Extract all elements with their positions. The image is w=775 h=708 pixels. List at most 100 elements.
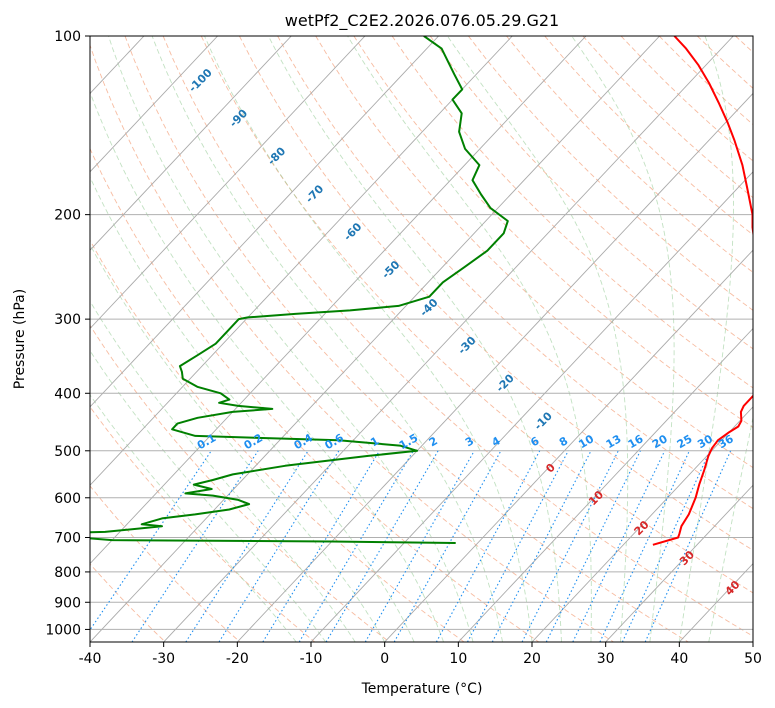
mixing-ratio-label: 0.1: [195, 431, 218, 452]
isotherm: [90, 36, 218, 173]
mixing-ratio-line: [325, 450, 439, 642]
y-tick-label: 400: [54, 386, 81, 402]
y-tick-label: 600: [54, 491, 81, 507]
isotherm: [90, 36, 587, 565]
dry-adiabat: [90, 406, 315, 642]
mixing-ratio-label: 1.5: [397, 431, 420, 452]
mixing-ratio-label: 36: [716, 432, 736, 451]
x-tick-label: -20: [226, 651, 249, 667]
mixing-ratio-label: 0.2: [242, 431, 265, 452]
x-tick-label: 20: [523, 651, 541, 667]
x-tick-label: 10: [449, 651, 467, 667]
chart-title: wetPf2_C2E2.2026.076.05.29.G21: [285, 11, 559, 31]
temperature-profile: [652, 36, 753, 546]
moist-adiabat: [678, 36, 734, 642]
y-tick-label: 800: [54, 565, 81, 581]
dry-adiabat: [90, 324, 390, 642]
mixing-ratio-label: 0.4: [292, 431, 316, 452]
x-tick-label: 50: [744, 651, 762, 667]
y-tick-label: 200: [54, 208, 81, 224]
mixing-ratio-label: 16: [626, 432, 646, 451]
dry-adiabat-label: -70: [303, 182, 326, 205]
moist-adiabat: [347, 36, 592, 642]
mixing-ratio-line: [393, 450, 502, 642]
isotherm: [90, 36, 660, 642]
dewpoint-profile: [90, 36, 509, 544]
mixing-ratio-line: [599, 450, 690, 642]
x-tick-label: 30: [597, 651, 615, 667]
isotherm: [90, 36, 513, 486]
mixing-ratio-label: 3: [463, 434, 476, 449]
isotherm: [458, 327, 753, 642]
mixing-ratio-line: [521, 450, 619, 642]
dry-adiabat: [658, 36, 753, 126]
y-tick-label: 1000: [45, 622, 81, 638]
dry-adiabat-label: -80: [265, 144, 288, 167]
mixing-ratio-line: [435, 450, 541, 642]
dry-adiabat: [315, 36, 753, 469]
y-tick-label: 300: [54, 312, 81, 328]
moist-adiabat: [708, 415, 753, 642]
moist-adiabat: [90, 243, 386, 642]
dry-adiabat: [620, 36, 753, 162]
isotherm: [605, 484, 753, 642]
moist-adiabat: [90, 349, 327, 642]
mixing-ratio-label: 2: [427, 434, 440, 449]
mixing-ratio-line: [644, 450, 732, 642]
x-tick-label: 40: [670, 651, 688, 667]
x-axis-label: Temperature (°C): [361, 681, 483, 697]
dry-adiabat-label: -20: [494, 371, 517, 394]
dry-adiabats: [90, 36, 753, 642]
plot-frame: [89, 35, 754, 643]
moist-adiabat: [204, 36, 533, 642]
dry-adiabat: [239, 36, 753, 551]
mixing-ratio-line: [572, 450, 666, 642]
x-tick-label: -10: [300, 651, 323, 667]
x-axis-ticks: -40 -30 -20 -10 0 10 20 30 40 50: [79, 642, 762, 667]
dry-adiabat: [90, 485, 241, 642]
moist-adiabat: [108, 36, 474, 642]
y-axis-ticks: 100 200 300 400 500 600 700 800 900 1000: [45, 29, 90, 638]
isotherm: [384, 249, 753, 642]
dry-adiabat: [391, 36, 753, 389]
y-axis-label: Pressure (hPa): [12, 289, 28, 389]
mixing-ratio-line: [491, 450, 592, 642]
mixing-ratio-label: 13: [604, 432, 624, 451]
isotherm: [90, 36, 439, 408]
dry-adiabat: [90, 239, 465, 642]
mixing-ratio-line: [467, 450, 569, 642]
dry-adiabat-label: -90: [227, 106, 250, 129]
moist-adiabat: [90, 176, 415, 642]
isotherm: [0, 36, 70, 642]
dry-adiabat: [696, 36, 753, 89]
dry-adiabat: [506, 36, 753, 273]
mixing-ratio-line: [364, 450, 475, 642]
dry-adiabat-label: -100: [186, 66, 215, 95]
dry-adiabat: [353, 36, 753, 428]
mixing-ratio-line: [298, 450, 414, 642]
mixing-ratio-line: [218, 450, 340, 642]
dry-adiabat-label: -60: [341, 220, 364, 243]
mixing-ratio-line: [185, 450, 309, 642]
x-tick-label: 0: [380, 651, 389, 667]
dry-adiabat: [200, 36, 753, 594]
mixing-ratio-label: 0.6: [322, 431, 346, 452]
profile-lines: [90, 36, 753, 546]
moist-adiabat: [90, 300, 356, 642]
dry-adiabat-label: -30: [455, 334, 478, 357]
mixing-ratio-line: [621, 450, 711, 642]
moist-adiabat: [571, 36, 675, 642]
isotherm: [237, 92, 753, 642]
isotherm: [163, 36, 734, 642]
moist-adiabat-label: 40: [723, 578, 743, 598]
dry-adiabat: [735, 36, 753, 53]
moist-adiabat-label: 20: [632, 518, 652, 538]
y-tick-label: 100: [54, 29, 81, 45]
moist-adiabat: [268, 36, 562, 642]
dry-adiabat: [90, 563, 166, 642]
dry-adiabat: [468, 36, 753, 311]
moist-adiabat: [151, 36, 503, 642]
dry-adiabat: [429, 36, 753, 350]
moist-adiabats: [90, 36, 753, 642]
